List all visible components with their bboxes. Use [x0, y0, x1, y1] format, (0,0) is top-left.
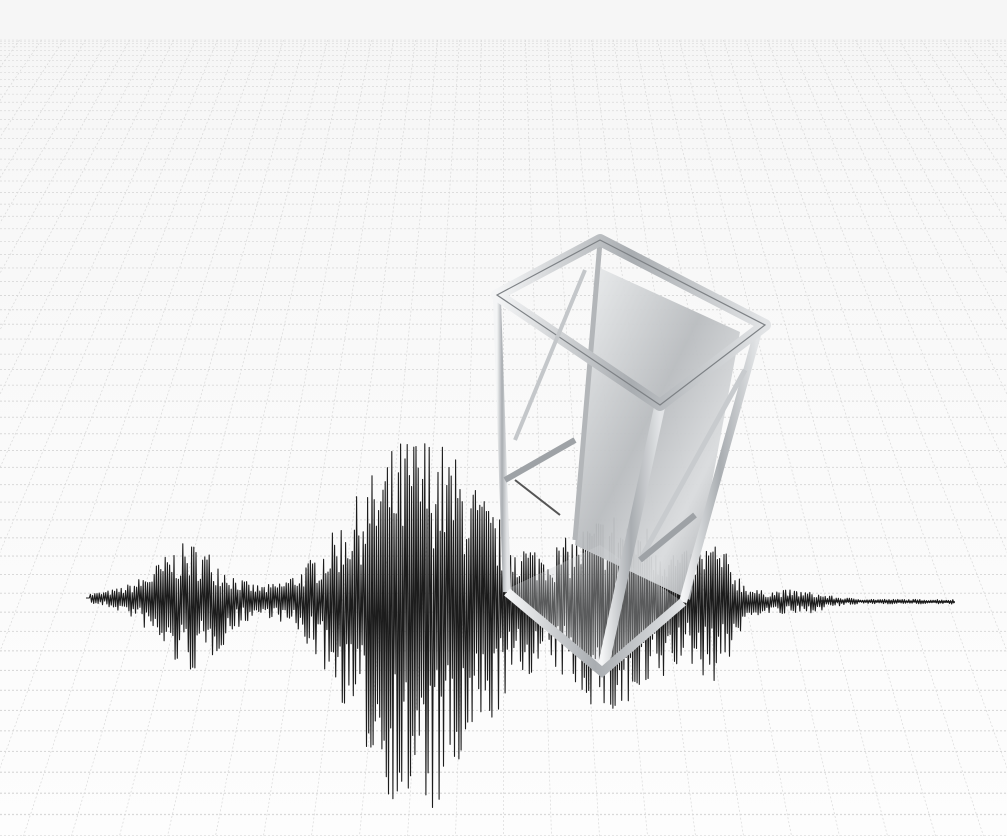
rack-brace — [637, 368, 748, 562]
rack-brace — [514, 479, 561, 516]
grid-line — [455, 39, 482, 836]
server-rack-frame — [491, 234, 771, 678]
grid-line — [745, 39, 1007, 769]
grid-line — [0, 39, 108, 224]
grid-line — [811, 39, 1007, 469]
grid-line — [855, 39, 1007, 331]
rack-brace — [503, 437, 577, 483]
rack-post — [493, 299, 511, 593]
grid-line — [263, 39, 394, 836]
rack-post — [596, 403, 666, 674]
rack-shadow — [505, 545, 680, 672]
grid-line — [0, 39, 152, 331]
grid-line — [167, 39, 350, 836]
grid-line — [407, 39, 460, 836]
grid-line — [0, 39, 196, 469]
grid-line — [23, 39, 284, 836]
grid-line — [525, 39, 552, 836]
grid-line — [0, 39, 218, 554]
grid-line — [215, 39, 372, 836]
grid-line — [613, 39, 744, 836]
grid-line — [119, 39, 328, 836]
grid-line — [359, 39, 438, 836]
grid-line — [679, 39, 888, 836]
grid-line — [569, 39, 648, 836]
grid-line — [0, 39, 86, 179]
rack-brace — [513, 269, 587, 441]
rack-post — [679, 333, 761, 604]
rack-bottom-frame — [504, 588, 686, 678]
grid-line — [723, 39, 984, 836]
grid-line — [0, 39, 262, 769]
grid-line — [899, 39, 1007, 224]
seismic-waveform — [86, 443, 956, 809]
waveform-tail — [819, 600, 956, 603]
grid-line — [311, 39, 416, 836]
rack-post — [572, 241, 603, 541]
grid-line — [789, 39, 1007, 554]
grid-line — [657, 39, 840, 836]
grid-line — [921, 39, 1007, 179]
waveform-line — [86, 443, 955, 809]
rack-brace — [638, 512, 697, 563]
